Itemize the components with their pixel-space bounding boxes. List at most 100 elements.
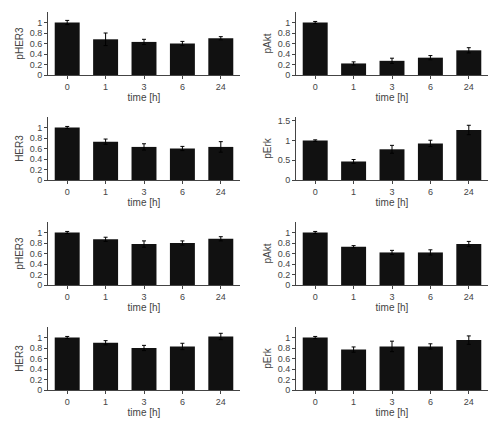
svg-text:0.8: 0.8 bbox=[30, 28, 43, 38]
svg-text:time [h]: time [h] bbox=[376, 407, 409, 418]
svg-text:time [h]: time [h] bbox=[128, 407, 161, 418]
svg-text:6: 6 bbox=[428, 292, 433, 302]
svg-text:1: 1 bbox=[37, 333, 42, 343]
svg-text:0: 0 bbox=[285, 175, 290, 185]
svg-text:24: 24 bbox=[464, 82, 474, 92]
svg-text:1: 1 bbox=[351, 292, 356, 302]
svg-text:0.6: 0.6 bbox=[278, 249, 291, 259]
svg-text:0.6: 0.6 bbox=[30, 144, 43, 154]
svg-text:1: 1 bbox=[285, 18, 290, 28]
svg-text:0.8: 0.8 bbox=[278, 238, 291, 248]
svg-text:0.5: 0.5 bbox=[278, 155, 291, 165]
svg-text:0: 0 bbox=[65, 187, 70, 197]
svg-text:3: 3 bbox=[141, 82, 146, 92]
svg-text:1: 1 bbox=[37, 123, 42, 133]
svg-text:0.6: 0.6 bbox=[30, 249, 43, 259]
svg-text:3: 3 bbox=[141, 292, 146, 302]
svg-text:0: 0 bbox=[313, 397, 318, 407]
svg-text:time [h]: time [h] bbox=[128, 302, 161, 313]
svg-text:24: 24 bbox=[464, 397, 474, 407]
svg-text:3: 3 bbox=[141, 187, 146, 197]
svg-text:1: 1 bbox=[37, 228, 42, 238]
svg-text:0.8: 0.8 bbox=[278, 28, 291, 38]
svg-text:HER3: HER3 bbox=[14, 345, 25, 372]
svg-text:3: 3 bbox=[141, 397, 146, 407]
svg-text:6: 6 bbox=[180, 82, 185, 92]
svg-text:24: 24 bbox=[216, 82, 226, 92]
svg-text:0.6: 0.6 bbox=[278, 39, 291, 49]
svg-text:24: 24 bbox=[216, 187, 226, 197]
svg-text:0: 0 bbox=[285, 280, 290, 290]
svg-text:pAkt: pAkt bbox=[262, 33, 273, 53]
svg-text:0.4: 0.4 bbox=[278, 259, 291, 269]
svg-text:1: 1 bbox=[285, 136, 290, 146]
svg-text:1: 1 bbox=[351, 187, 356, 197]
svg-text:0.6: 0.6 bbox=[30, 39, 43, 49]
svg-text:0: 0 bbox=[37, 70, 42, 80]
svg-text:0: 0 bbox=[313, 187, 318, 197]
svg-text:3: 3 bbox=[389, 187, 394, 197]
svg-text:time [h]: time [h] bbox=[128, 92, 161, 103]
svg-text:0.8: 0.8 bbox=[30, 238, 43, 248]
svg-text:0.4: 0.4 bbox=[30, 259, 43, 269]
svg-text:0: 0 bbox=[37, 280, 42, 290]
svg-text:0.4: 0.4 bbox=[30, 49, 43, 59]
svg-text:0: 0 bbox=[313, 292, 318, 302]
svg-text:0.2: 0.2 bbox=[30, 165, 43, 175]
svg-text:0: 0 bbox=[65, 292, 70, 302]
svg-text:1: 1 bbox=[103, 187, 108, 197]
svg-text:pAkt: pAkt bbox=[262, 243, 273, 263]
svg-text:pErk: pErk bbox=[262, 137, 273, 159]
svg-text:24: 24 bbox=[216, 292, 226, 302]
svg-text:24: 24 bbox=[464, 292, 474, 302]
svg-text:0.2: 0.2 bbox=[278, 270, 291, 280]
svg-text:0: 0 bbox=[313, 82, 318, 92]
svg-text:0.6: 0.6 bbox=[30, 354, 43, 364]
svg-text:0.2: 0.2 bbox=[278, 375, 291, 385]
svg-text:0: 0 bbox=[37, 175, 42, 185]
svg-text:0: 0 bbox=[285, 70, 290, 80]
svg-text:6: 6 bbox=[428, 397, 433, 407]
svg-text:6: 6 bbox=[180, 292, 185, 302]
svg-text:pHER3: pHER3 bbox=[14, 237, 25, 270]
svg-text:0.2: 0.2 bbox=[30, 60, 43, 70]
svg-text:time [h]: time [h] bbox=[376, 197, 409, 208]
svg-text:6: 6 bbox=[428, 82, 433, 92]
svg-text:1: 1 bbox=[103, 82, 108, 92]
svg-text:3: 3 bbox=[389, 397, 394, 407]
svg-text:0: 0 bbox=[65, 82, 70, 92]
svg-text:0: 0 bbox=[65, 397, 70, 407]
svg-text:1: 1 bbox=[285, 228, 290, 238]
svg-text:0.4: 0.4 bbox=[278, 49, 291, 59]
svg-text:1: 1 bbox=[285, 333, 290, 343]
svg-text:1: 1 bbox=[103, 292, 108, 302]
svg-text:24: 24 bbox=[216, 397, 226, 407]
svg-text:1.5: 1.5 bbox=[278, 116, 291, 126]
svg-text:24: 24 bbox=[464, 187, 474, 197]
svg-text:0.2: 0.2 bbox=[30, 270, 43, 280]
svg-text:3: 3 bbox=[389, 82, 394, 92]
svg-text:1: 1 bbox=[351, 397, 356, 407]
svg-text:1: 1 bbox=[37, 18, 42, 28]
svg-text:pHER3: pHER3 bbox=[14, 27, 25, 60]
svg-text:0.4: 0.4 bbox=[30, 154, 43, 164]
svg-text:time [h]: time [h] bbox=[376, 302, 409, 313]
svg-text:0.8: 0.8 bbox=[278, 343, 291, 353]
svg-text:0.4: 0.4 bbox=[30, 364, 43, 374]
svg-text:6: 6 bbox=[180, 397, 185, 407]
svg-text:6: 6 bbox=[428, 187, 433, 197]
svg-text:3: 3 bbox=[389, 292, 394, 302]
svg-text:time [h]: time [h] bbox=[376, 92, 409, 103]
svg-text:0: 0 bbox=[37, 385, 42, 395]
svg-text:0: 0 bbox=[285, 385, 290, 395]
svg-text:0.8: 0.8 bbox=[30, 133, 43, 143]
svg-text:pErk: pErk bbox=[262, 347, 273, 369]
svg-text:0.4: 0.4 bbox=[278, 364, 291, 374]
svg-text:0.8: 0.8 bbox=[30, 343, 43, 353]
svg-text:0.6: 0.6 bbox=[278, 354, 291, 364]
svg-text:time [h]: time [h] bbox=[128, 197, 161, 208]
svg-text:6: 6 bbox=[180, 187, 185, 197]
svg-text:1: 1 bbox=[351, 82, 356, 92]
svg-text:HER3: HER3 bbox=[14, 135, 25, 162]
svg-text:0.2: 0.2 bbox=[30, 375, 43, 385]
